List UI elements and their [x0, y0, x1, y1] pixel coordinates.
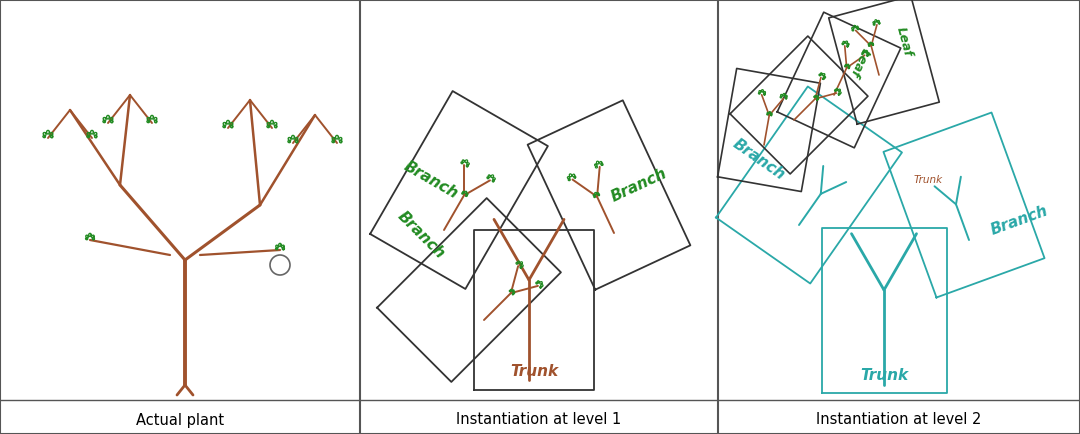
Text: Branch: Branch	[394, 208, 447, 262]
Text: Branch: Branch	[730, 137, 788, 184]
Text: Leaf: Leaf	[847, 46, 872, 79]
Text: Branch: Branch	[609, 165, 670, 204]
Text: Trunk: Trunk	[860, 368, 908, 382]
Text: Leaf: Leaf	[894, 26, 914, 58]
Text: Trunk: Trunk	[510, 365, 558, 379]
Text: Instantiation at level 2: Instantiation at level 2	[816, 412, 982, 427]
Text: Actual plant: Actual plant	[136, 412, 224, 427]
Text: Instantiation at level 1: Instantiation at level 1	[457, 412, 622, 427]
Text: Branch: Branch	[401, 158, 461, 201]
Text: Branch: Branch	[988, 203, 1050, 237]
Text: Trunk: Trunk	[914, 175, 943, 185]
